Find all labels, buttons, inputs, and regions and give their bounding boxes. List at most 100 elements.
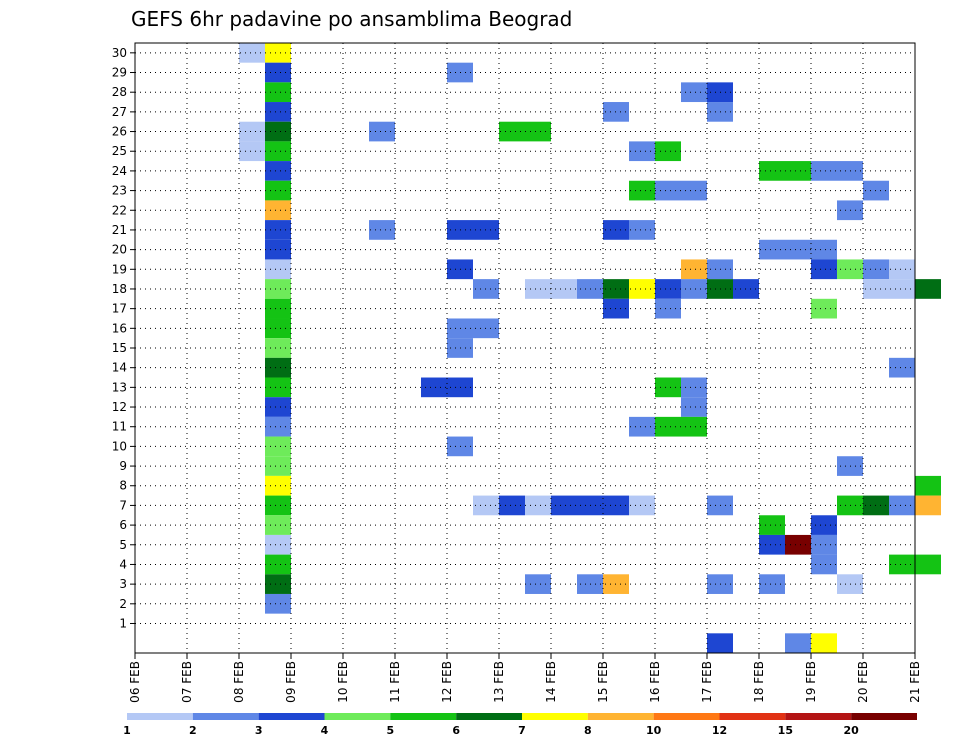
y-axis: 1234567891011121314151617181920212223242… xyxy=(112,46,135,630)
heatmap-cell xyxy=(681,279,707,299)
colorbar-label: 8 xyxy=(584,724,592,737)
y-tick-label: 3 xyxy=(119,577,127,591)
heatmap-cell xyxy=(889,554,915,575)
y-tick-label: 15 xyxy=(112,341,127,355)
heatmap-cell xyxy=(811,554,837,575)
heatmap-cell xyxy=(265,574,291,594)
y-tick-label: 27 xyxy=(112,105,127,119)
y-tick-label: 17 xyxy=(112,302,127,316)
heatmap-cell xyxy=(265,161,291,181)
colorbar-swatch xyxy=(785,713,852,720)
heatmap-cell xyxy=(811,161,837,181)
colorbar-label: 3 xyxy=(255,724,263,737)
heatmap-cell xyxy=(655,416,681,437)
heatmap-cell xyxy=(265,180,291,201)
heatmap-cell xyxy=(811,239,837,260)
heatmap-cell xyxy=(265,397,291,417)
heatmap-cell xyxy=(265,102,291,122)
grid-lines xyxy=(135,43,916,653)
heatmap-cell xyxy=(265,239,291,260)
colorbar-label: 7 xyxy=(518,724,526,737)
heatmap-cell xyxy=(265,357,291,378)
chart-title: GEFS 6hr padavine po ansamblima Beograd xyxy=(131,7,572,31)
colorbar-label: 1 xyxy=(123,724,131,737)
y-tick-label: 11 xyxy=(112,420,127,434)
colorbar-swatch xyxy=(851,713,917,720)
heatmap-cell xyxy=(785,161,811,181)
x-tick-label: 08 FEB xyxy=(232,661,246,703)
y-tick-label: 18 xyxy=(112,282,127,296)
heatmap-cell xyxy=(655,141,681,162)
y-tick-label: 6 xyxy=(119,518,127,532)
heatmap-cell xyxy=(265,554,291,575)
heatmap-cell xyxy=(629,220,655,240)
heatmap-cell xyxy=(759,574,785,594)
colorbar-label: 10 xyxy=(646,724,662,737)
heatmap-cell xyxy=(265,298,291,319)
y-tick-label: 24 xyxy=(112,164,127,178)
heatmap-cell xyxy=(525,574,551,594)
heatmap-cell xyxy=(811,515,837,535)
x-tick-label: 15 FEB xyxy=(596,661,610,703)
y-tick-label: 9 xyxy=(119,459,127,473)
y-tick-label: 1 xyxy=(119,616,127,630)
x-tick-label: 09 FEB xyxy=(284,661,298,703)
x-tick-label: 13 FEB xyxy=(492,661,506,703)
y-tick-label: 7 xyxy=(119,498,127,512)
heatmap-cell xyxy=(889,357,915,378)
y-tick-label: 4 xyxy=(119,557,127,571)
x-tick-label: 06 FEB xyxy=(128,661,142,703)
heatmap-cell xyxy=(629,495,655,516)
heatmap-cell xyxy=(681,377,707,398)
heatmap-cell xyxy=(811,259,837,280)
y-tick-label: 13 xyxy=(112,380,127,394)
heatmap-cell xyxy=(525,495,551,516)
y-tick-label: 26 xyxy=(112,125,127,139)
colorbar-swatch xyxy=(522,713,588,720)
heatmap-cell xyxy=(889,279,915,299)
x-axis: 06 FEB 07 FEB 08 FEB 09 FEB 10 FEB 11 FEB 12 F… xyxy=(128,653,922,703)
y-tick-label: 22 xyxy=(112,203,127,217)
y-tick-label: 20 xyxy=(112,243,127,257)
heatmap-cell xyxy=(265,318,291,339)
colorbar-swatch xyxy=(456,713,522,720)
y-tick-label: 2 xyxy=(119,597,127,611)
heatmap-cell xyxy=(369,121,395,142)
colorbar: 1 2 3 4 5 6 7 8 10 12 15 20 xyxy=(123,713,917,737)
y-tick-label: 29 xyxy=(112,66,127,80)
heatmap-cell xyxy=(265,43,291,63)
heatmap-cell xyxy=(785,633,811,653)
colorbar-label: 20 xyxy=(844,724,860,737)
x-tick-label: 12 FEB xyxy=(440,661,454,703)
heatmap-cell xyxy=(759,534,785,555)
heatmap-cell xyxy=(265,220,291,240)
heatmap-cell xyxy=(681,397,707,417)
colorbar-label: 15 xyxy=(778,724,793,737)
heatmap-cell xyxy=(265,416,291,437)
heatmap-cell xyxy=(629,141,655,162)
heatmap-cell xyxy=(811,298,837,319)
heatmap-cell xyxy=(655,279,681,299)
heatmap-cell xyxy=(785,534,811,555)
heatmap-cell xyxy=(681,82,707,103)
y-tick-label: 8 xyxy=(119,479,127,493)
y-tick-label: 25 xyxy=(112,144,127,158)
colorbar-label: 4 xyxy=(321,724,329,737)
heatmap-cell xyxy=(629,416,655,437)
colorbar-label: 2 xyxy=(189,724,197,737)
heatmap-cell xyxy=(265,141,291,162)
y-tick-label: 23 xyxy=(112,184,127,198)
heatmap-cell xyxy=(525,279,551,299)
colorbar-label: 5 xyxy=(387,724,395,737)
heatmap-cell xyxy=(265,593,291,614)
colorbar-swatch xyxy=(587,713,654,720)
heatmap-cell xyxy=(655,298,681,319)
heatmap-cell xyxy=(265,279,291,299)
heatmap-cell xyxy=(889,495,915,516)
y-tick-label: 30 xyxy=(112,46,127,60)
heatmap-cell xyxy=(239,141,265,162)
colorbar-swatch xyxy=(719,713,786,720)
heatmap-cell xyxy=(629,279,655,299)
heatmap-cell xyxy=(265,456,291,476)
